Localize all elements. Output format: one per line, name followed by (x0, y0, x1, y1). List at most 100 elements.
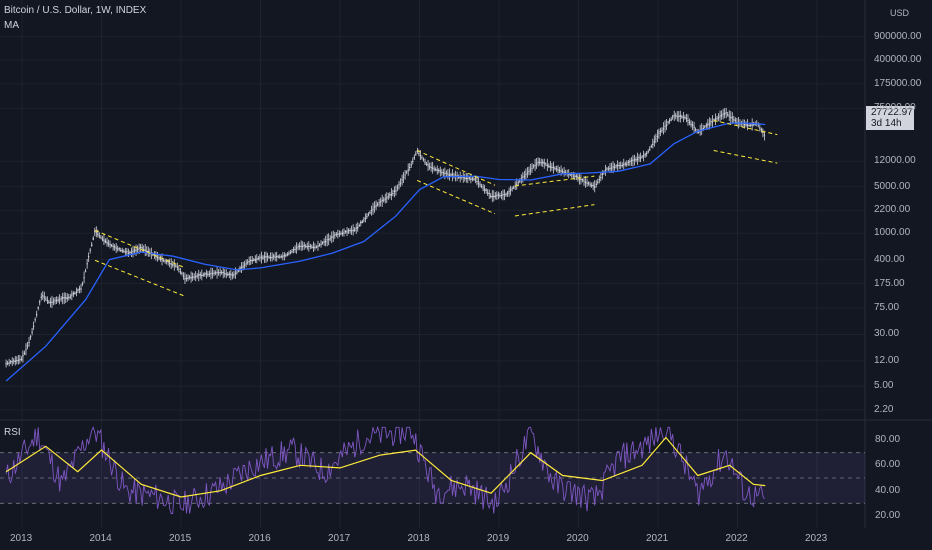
price-candle-body (613, 166, 616, 169)
price-candle-body (61, 297, 64, 299)
channel-upper-line (94, 229, 186, 269)
price-candle-body (300, 245, 302, 247)
price-candle-body (265, 256, 267, 258)
price-candle-body (225, 273, 227, 275)
price-tick-label: 30.00 (874, 328, 900, 340)
price-candle-body (386, 197, 388, 199)
time-tick-label: 2013 (10, 533, 33, 544)
price-candle-body (745, 124, 747, 126)
price-candle-body (295, 247, 298, 249)
price-candle-body (156, 256, 159, 258)
price-candle-body (165, 261, 168, 263)
price-candle-body (349, 230, 351, 232)
symbol-title[interactable]: Bitcoin / U.S. Dollar, 1W, INDEX (4, 5, 147, 16)
price-candle-body (282, 256, 284, 258)
currency-label[interactable]: USD (890, 8, 910, 18)
price-candle-body (317, 245, 319, 247)
price-candle-body (205, 272, 208, 275)
price-candle-body (243, 264, 246, 266)
price-candle-body (182, 275, 185, 277)
price-candle-body (639, 157, 642, 159)
price-candle-body (575, 175, 578, 178)
price-candle-body (396, 187, 399, 189)
price-candle-body (584, 181, 587, 183)
price-candle-body (609, 168, 611, 170)
price-candle-body (655, 138, 657, 140)
price-candle-body (419, 155, 422, 157)
price-candle-body (710, 121, 712, 123)
price-candle-body (618, 164, 620, 166)
price-candle-body (656, 135, 659, 137)
price-candle-body (431, 167, 434, 169)
price-candle-body (162, 260, 165, 262)
price-candle-body (207, 273, 209, 275)
price-candle-body (587, 182, 590, 184)
price-candle-body (711, 121, 714, 123)
price-candle-body (217, 272, 220, 274)
price-candle-body (57, 299, 59, 301)
price-candle-body (97, 233, 99, 235)
price-candle-body (623, 164, 625, 166)
price-candle-body (312, 246, 315, 249)
price-candle-body (26, 345, 29, 347)
price-candle-body (52, 301, 55, 303)
price-candle-body (364, 217, 367, 219)
price-candle-body (748, 125, 750, 127)
price-candle-body (68, 297, 70, 299)
price-candle-body (240, 267, 243, 269)
price-candle-body (457, 176, 460, 178)
price-candle-body (167, 261, 169, 263)
price-candle-body (331, 236, 333, 238)
price-tick-label: 5.00 (874, 380, 894, 392)
price-candle-body (427, 164, 429, 166)
price-candle-body (369, 212, 371, 214)
price-candle-body (48, 301, 50, 303)
ma-indicator-label[interactable]: MA (4, 20, 19, 31)
price-candle-body (459, 177, 461, 179)
price-candle-body (704, 126, 706, 128)
price-candle-body (626, 163, 628, 166)
price-candle-body (409, 166, 411, 168)
price-candle-body (132, 251, 134, 253)
price-candle-body (438, 169, 440, 171)
price-candle-body (337, 233, 339, 235)
price-candle-body (762, 132, 764, 134)
price-candle-body (558, 170, 561, 172)
price-candle-body (490, 195, 492, 197)
price-candle-body (277, 256, 279, 258)
price-candle-body (407, 169, 409, 171)
price-candle-body (324, 241, 327, 243)
rsi-indicator-label[interactable]: RSI (4, 427, 21, 438)
price-candle-body (526, 172, 529, 174)
price-candle-body (196, 275, 198, 277)
price-candle-body (749, 124, 752, 126)
price-candle-body (470, 178, 472, 180)
price-candle-body (627, 161, 630, 163)
price-candle-body (178, 268, 180, 270)
price-candle-body (188, 276, 191, 278)
price-candle-body (697, 131, 700, 133)
price-candle-body (49, 302, 52, 304)
price-candle-body (292, 249, 295, 251)
price-candle-body (574, 175, 576, 177)
price-candle-body (308, 245, 310, 247)
price-candle-body (220, 272, 223, 274)
price-candle-body (649, 148, 651, 150)
price-candle-body (11, 361, 13, 363)
price-candle-body (728, 115, 730, 117)
price-candle-body (361, 221, 364, 223)
price-candle-body (179, 271, 182, 273)
price-candle-body (511, 188, 513, 190)
price-candle-body (468, 177, 471, 179)
price-candle-body (298, 246, 301, 248)
price-candle-body (675, 114, 677, 117)
price-candle-body (334, 234, 336, 236)
price-candle-body (14, 360, 16, 362)
price-candle-body (124, 251, 127, 253)
price-candle-body (51, 301, 53, 303)
price-candle-body (531, 167, 533, 169)
price-candle-body (262, 257, 264, 259)
price-candle-body (366, 216, 368, 218)
price-candle-body (66, 297, 68, 299)
